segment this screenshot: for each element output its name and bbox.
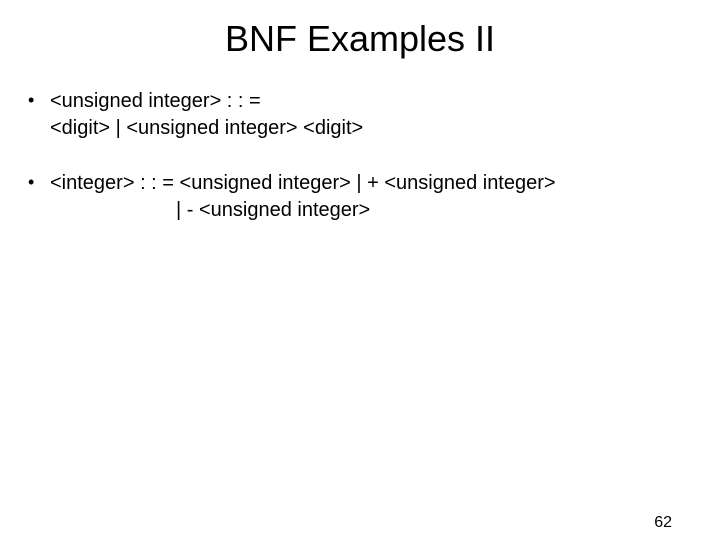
rule2-line1: <integer> : : = <unsigned integer> | + <… <box>50 170 692 197</box>
bullet-rule-2: • <integer> : : = <unsigned integer> | +… <box>28 170 692 197</box>
bullet-rule-1: • <unsigned integer> : : = <box>28 88 692 115</box>
page-title: BNF Examples II <box>0 18 720 60</box>
rule2-line2: | - <unsigned integer> <box>28 197 692 224</box>
rule1-line1: <unsigned integer> : : = <box>50 88 692 115</box>
bullet-dot: • <box>28 88 50 113</box>
page-number: 62 <box>654 514 672 532</box>
bullet-dot: • <box>28 170 50 195</box>
rule1-line2: <digit> | <unsigned integer> <digit> <box>28 115 692 142</box>
slide-content: • <unsigned integer> : : = <digit> | <un… <box>0 88 720 224</box>
